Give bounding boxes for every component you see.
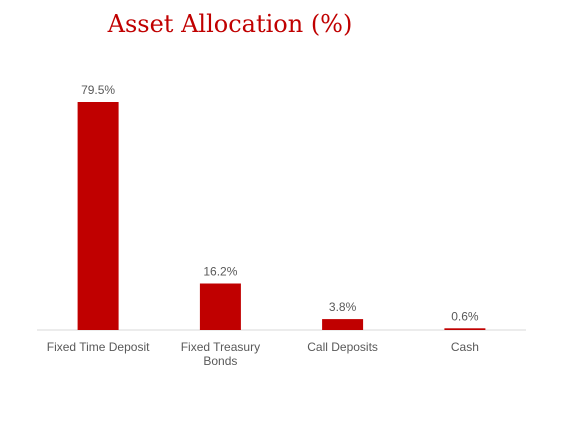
chart-title: Asset Allocation (%) xyxy=(107,10,353,38)
data-labels-group: 79.5% 16.2% 3.8% 0.6% xyxy=(81,83,479,323)
bar xyxy=(444,328,486,330)
bar xyxy=(77,102,119,330)
category-label: Cash xyxy=(451,340,479,354)
category-label: Call Deposits xyxy=(307,340,378,354)
bar xyxy=(199,283,241,330)
category-label: Bonds xyxy=(203,354,237,368)
bar xyxy=(322,319,364,330)
category-label: Fixed Time Deposit xyxy=(47,340,150,354)
bars-group xyxy=(77,102,486,330)
category-label: Fixed Treasury xyxy=(181,340,260,354)
data-label: 16.2% xyxy=(203,265,237,279)
data-label: 3.8% xyxy=(329,300,357,314)
data-label: 0.6% xyxy=(451,309,479,323)
data-label: 79.5% xyxy=(81,83,115,97)
